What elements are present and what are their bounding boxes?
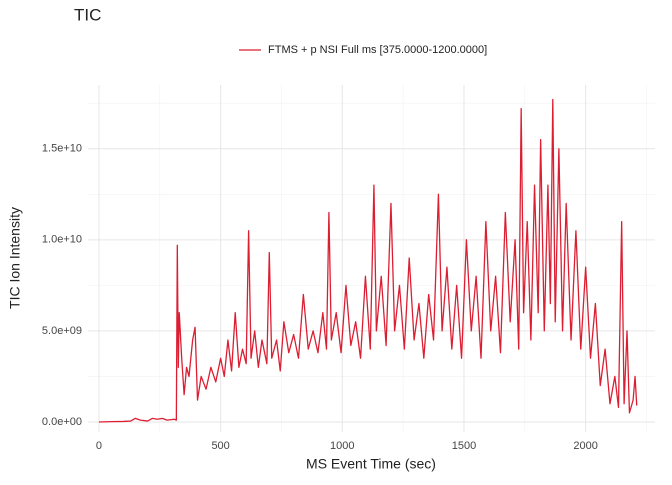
- data-line: [98, 98, 638, 423]
- x-axis-title: MS Event Time (sec): [306, 456, 436, 472]
- x-tick-label: 500: [211, 440, 229, 452]
- y-tick-label: 1.5e+10: [42, 143, 82, 155]
- legend-label: FTMS + p NSI Full ms [375.0000-1200.0000…: [268, 44, 487, 56]
- y-axis-title: TIC Ion Intensity: [7, 207, 23, 309]
- x-tick-label: 0: [96, 440, 102, 452]
- chart-title: TIC: [74, 5, 101, 24]
- y-tick-label: 1.0e+10: [42, 234, 82, 246]
- x-tick-label: 2000: [573, 440, 597, 452]
- y-tick-label: 5.0e+09: [42, 325, 82, 337]
- x-tick-label: 1500: [452, 440, 476, 452]
- y-tick-label: 0.0e+00: [42, 416, 82, 428]
- x-tick-label: 1000: [330, 440, 354, 452]
